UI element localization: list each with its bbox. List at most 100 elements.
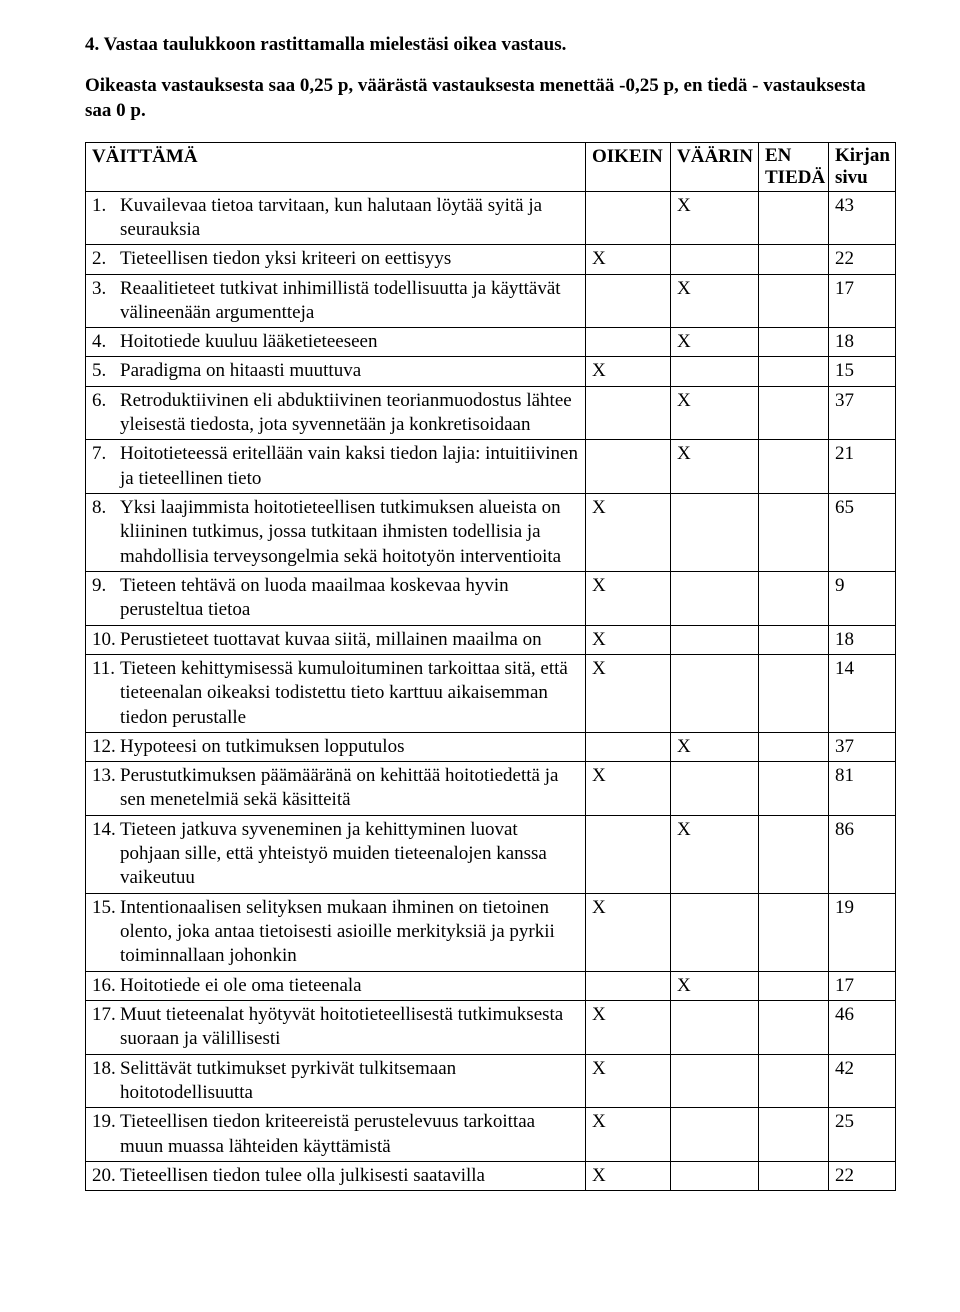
correct-cell: X (586, 1054, 671, 1108)
row-text: Tieteen tehtävä on luoda maailmaa koskev… (120, 574, 579, 623)
wrong-cell: X (671, 971, 759, 1000)
statement-cell: 11.Tieteen kehittymisessä kumuloituminen… (86, 654, 586, 732)
row-number: 18. (92, 1057, 120, 1106)
table-row: 5.Paradigma on hitaasti muuttuvaX15 (86, 357, 896, 386)
statement-cell: 14.Tieteen jatkuva syveneminen ja kehitt… (86, 815, 586, 893)
wrong-cell (671, 1108, 759, 1162)
table-row: 16.Hoitotiede ei ole oma tieteenalaX17 (86, 971, 896, 1000)
correct-cell (586, 440, 671, 494)
book-page-cell: 9 (829, 571, 896, 625)
correct-cell (586, 971, 671, 1000)
header-book-page-line2: sivu (835, 167, 889, 189)
row-text: Kuvailevaa tietoa tarvitaan, kun halutaa… (120, 194, 579, 243)
statement-cell: 19.Tieteellisen tiedon kriteereistä peru… (86, 1108, 586, 1162)
row-number: 16. (92, 974, 120, 998)
statement-cell: 20.Tieteellisen tiedon tulee olla julkis… (86, 1161, 586, 1190)
correct-cell (586, 328, 671, 357)
row-text: Selittävät tutkimukset pyrkivät tulkitse… (120, 1057, 579, 1106)
row-number: 14. (92, 818, 120, 891)
correct-cell (586, 815, 671, 893)
statement-cell: 2.Tieteellisen tiedon yksi kriteeri on e… (86, 245, 586, 274)
dont-know-cell (759, 732, 829, 761)
dont-know-cell (759, 274, 829, 328)
row-text: Tieteen kehittymisessä kumuloituminen ta… (120, 657, 579, 730)
dont-know-cell (759, 625, 829, 654)
table-row: 15.Intentionaalisen selityksen mukaan ih… (86, 893, 896, 971)
statement-cell: 12.Hypoteesi on tutkimuksen lopputulos (86, 732, 586, 761)
row-number: 9. (92, 574, 120, 623)
table-row: 13.Perustutkimuksen päämääränä on kehitt… (86, 762, 896, 816)
book-page-cell: 37 (829, 732, 896, 761)
wrong-cell (671, 494, 759, 572)
row-number: 12. (92, 735, 120, 759)
correct-cell: X (586, 1108, 671, 1162)
table-row: 10.Perustieteet tuottavat kuvaa siitä, m… (86, 625, 896, 654)
header-statement: VÄITTÄMÄ (86, 142, 586, 191)
table-row: 6.Retroduktiivinen eli abduktiivinen teo… (86, 386, 896, 440)
table-row: 19.Tieteellisen tiedon kriteereistä peru… (86, 1108, 896, 1162)
wrong-cell: X (671, 328, 759, 357)
answer-table: VÄITTÄMÄ OIKEIN VÄÄRIN EN TIEDÄ Kirjan s… (85, 142, 896, 1191)
table-body: 1.Kuvailevaa tietoa tarvitaan, kun halut… (86, 191, 896, 1191)
row-number: 1. (92, 194, 120, 243)
statement-cell: 13.Perustutkimuksen päämääränä on kehitt… (86, 762, 586, 816)
row-number: 15. (92, 896, 120, 969)
book-page-cell: 22 (829, 1161, 896, 1190)
table-row: 2.Tieteellisen tiedon yksi kriteeri on e… (86, 245, 896, 274)
table-row: 17.Muut tieteenalat hyötyvät hoitotietee… (86, 1000, 896, 1054)
row-number: 2. (92, 247, 120, 271)
row-number: 8. (92, 496, 120, 569)
row-text: Perustutkimuksen päämääränä on kehittää … (120, 764, 579, 813)
row-text: Tieteellisen tiedon kriteereistä peruste… (120, 1110, 579, 1159)
book-page-cell: 14 (829, 654, 896, 732)
book-page-cell: 19 (829, 893, 896, 971)
statement-cell: 15.Intentionaalisen selityksen mukaan ih… (86, 893, 586, 971)
book-page-cell: 25 (829, 1108, 896, 1162)
wrong-cell: X (671, 386, 759, 440)
header-dont-know: EN TIEDÄ (759, 142, 829, 191)
book-page-cell: 65 (829, 494, 896, 572)
dont-know-cell (759, 1000, 829, 1054)
book-page-cell: 86 (829, 815, 896, 893)
header-wrong: VÄÄRIN (671, 142, 759, 191)
correct-cell: X (586, 357, 671, 386)
document-page: 4. Vastaa taulukkoon rastittamalla miele… (0, 0, 960, 1312)
table-row: 14.Tieteen jatkuva syveneminen ja kehitt… (86, 815, 896, 893)
table-row: 18.Selittävät tutkimukset pyrkivät tulki… (86, 1054, 896, 1108)
row-text: Tieteellisen tiedon yksi kriteeri on eet… (120, 247, 579, 271)
dont-know-cell (759, 357, 829, 386)
header-correct: OIKEIN (586, 142, 671, 191)
correct-cell: X (586, 762, 671, 816)
book-page-cell: 42 (829, 1054, 896, 1108)
wrong-cell (671, 571, 759, 625)
table-row: 7.Hoitotieteessä eritellään vain kaksi t… (86, 440, 896, 494)
dont-know-cell (759, 762, 829, 816)
wrong-cell (671, 245, 759, 274)
dont-know-cell (759, 1161, 829, 1190)
wrong-cell (671, 1054, 759, 1108)
row-number: 7. (92, 442, 120, 491)
wrong-cell: X (671, 191, 759, 245)
correct-cell: X (586, 654, 671, 732)
header-book-page: Kirjan sivu (829, 142, 896, 191)
table-row: 8.Yksi laajimmista hoitotieteellisen tut… (86, 494, 896, 572)
wrong-cell (671, 357, 759, 386)
table-row: 4.Hoitotiede kuuluu lääketieteeseenX18 (86, 328, 896, 357)
correct-cell (586, 386, 671, 440)
statement-cell: 4.Hoitotiede kuuluu lääketieteeseen (86, 328, 586, 357)
wrong-cell (671, 762, 759, 816)
header-dont-know-line2: TIEDÄ (765, 167, 822, 189)
row-number: 10. (92, 628, 120, 652)
correct-cell (586, 274, 671, 328)
correct-cell: X (586, 494, 671, 572)
statement-cell: 17.Muut tieteenalat hyötyvät hoitotietee… (86, 1000, 586, 1054)
correct-cell: X (586, 571, 671, 625)
dont-know-cell (759, 328, 829, 357)
table-row: 9.Tieteen tehtävä on luoda maailmaa kosk… (86, 571, 896, 625)
book-page-cell: 21 (829, 440, 896, 494)
row-number: 20. (92, 1164, 120, 1188)
row-number: 19. (92, 1110, 120, 1159)
correct-cell: X (586, 625, 671, 654)
dont-know-cell (759, 571, 829, 625)
statement-cell: 9.Tieteen tehtävä on luoda maailmaa kosk… (86, 571, 586, 625)
